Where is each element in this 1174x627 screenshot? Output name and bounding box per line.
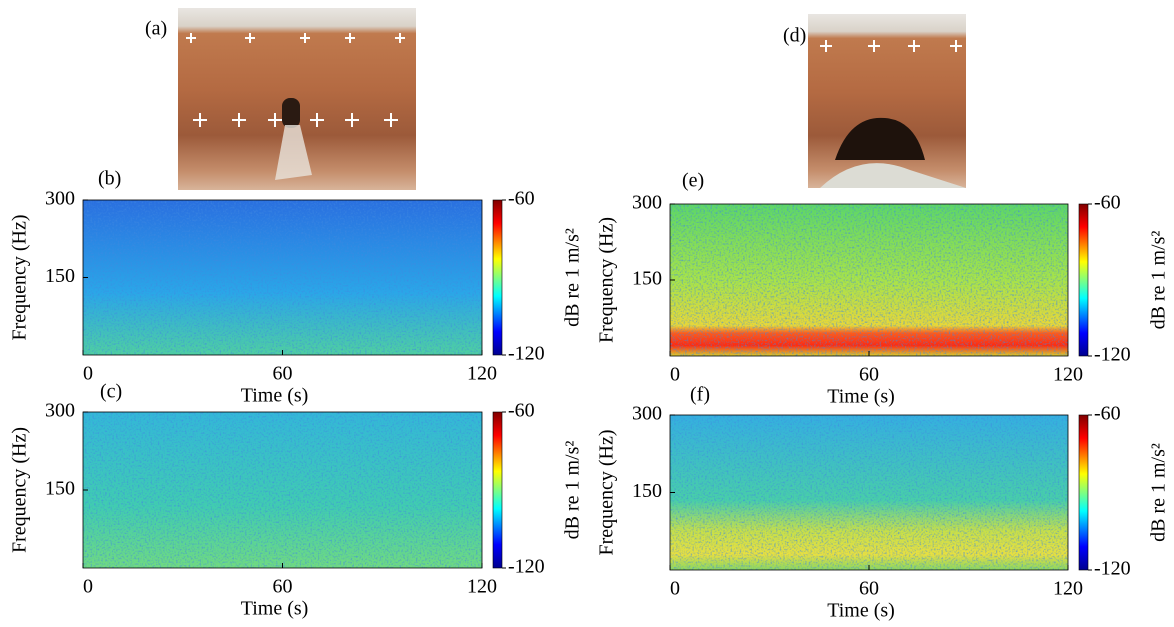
spectrogram-noise bbox=[670, 204, 1068, 356]
colorbar-tick-label: -60 bbox=[508, 400, 535, 422]
colorbar bbox=[492, 199, 503, 356]
panel-label: (c) bbox=[100, 381, 122, 403]
panel-label: (d) bbox=[783, 25, 806, 47]
x-axis-label: Time (s) bbox=[827, 386, 895, 408]
spectrogram-noise bbox=[670, 415, 1068, 570]
photo-d bbox=[808, 14, 966, 188]
x-tick-label: 0 bbox=[670, 578, 680, 600]
y-axis-label: Frequency (Hz) bbox=[596, 429, 618, 555]
y-tick-label: 300 bbox=[45, 188, 75, 210]
x-tick-label: 120 bbox=[1053, 578, 1083, 600]
colorbar-tick-label: -120 bbox=[508, 556, 545, 578]
y-tick-label: 300 bbox=[632, 403, 662, 425]
colorbar-tick-label: -120 bbox=[1094, 558, 1131, 580]
colorbar-label: dB re 1 m/s² bbox=[1148, 231, 1170, 330]
photo-a bbox=[178, 8, 416, 190]
y-tick-label: 150 bbox=[45, 478, 75, 500]
x-axis-label: Time (s) bbox=[827, 600, 895, 622]
colorbar-tick-label: -120 bbox=[1094, 344, 1131, 366]
colorbar bbox=[1078, 414, 1089, 571]
y-tick-label: 300 bbox=[632, 192, 662, 214]
x-tick-label: 0 bbox=[83, 363, 93, 385]
x-tick-label: 60 bbox=[273, 363, 293, 385]
colorbar bbox=[492, 411, 503, 569]
y-tick-label: 150 bbox=[45, 265, 75, 287]
spectrogram-noise bbox=[83, 200, 482, 355]
panel-label: (b) bbox=[98, 168, 121, 190]
colorbar-tick-label: -60 bbox=[1094, 403, 1121, 425]
y-tick-label: 150 bbox=[632, 480, 662, 502]
y-tick-label: 300 bbox=[45, 400, 75, 422]
colorbar-tick-label: -60 bbox=[1094, 192, 1121, 214]
colorbar-label: dB re 1 m/s² bbox=[1148, 443, 1170, 542]
y-tick-label: 150 bbox=[632, 268, 662, 290]
panel-label: (a) bbox=[145, 18, 167, 40]
x-tick-label: 120 bbox=[467, 576, 497, 598]
panel-label: (f) bbox=[690, 384, 710, 406]
x-tick-label: 120 bbox=[467, 363, 497, 385]
x-axis-label: Time (s) bbox=[241, 598, 309, 620]
colorbar-tick-label: -60 bbox=[508, 188, 535, 210]
x-axis-label: Time (s) bbox=[241, 385, 309, 407]
y-axis-label: Frequency (Hz) bbox=[596, 217, 618, 343]
panel-label: (e) bbox=[682, 170, 704, 192]
x-tick-label: 0 bbox=[83, 576, 93, 598]
x-tick-label: 0 bbox=[670, 364, 680, 386]
y-axis-label: Frequency (Hz) bbox=[9, 214, 31, 340]
colorbar-label: dB re 1 m/s² bbox=[562, 441, 584, 540]
colorbar-tick-label: -120 bbox=[508, 343, 545, 365]
x-tick-label: 60 bbox=[859, 578, 879, 600]
colorbar-label: dB re 1 m/s² bbox=[562, 228, 584, 327]
colorbar bbox=[1078, 203, 1089, 357]
x-tick-label: 60 bbox=[273, 576, 293, 598]
x-tick-label: 120 bbox=[1053, 364, 1083, 386]
spectrogram-noise bbox=[83, 412, 482, 568]
x-tick-label: 60 bbox=[859, 364, 879, 386]
y-axis-label: Frequency (Hz) bbox=[9, 427, 31, 553]
